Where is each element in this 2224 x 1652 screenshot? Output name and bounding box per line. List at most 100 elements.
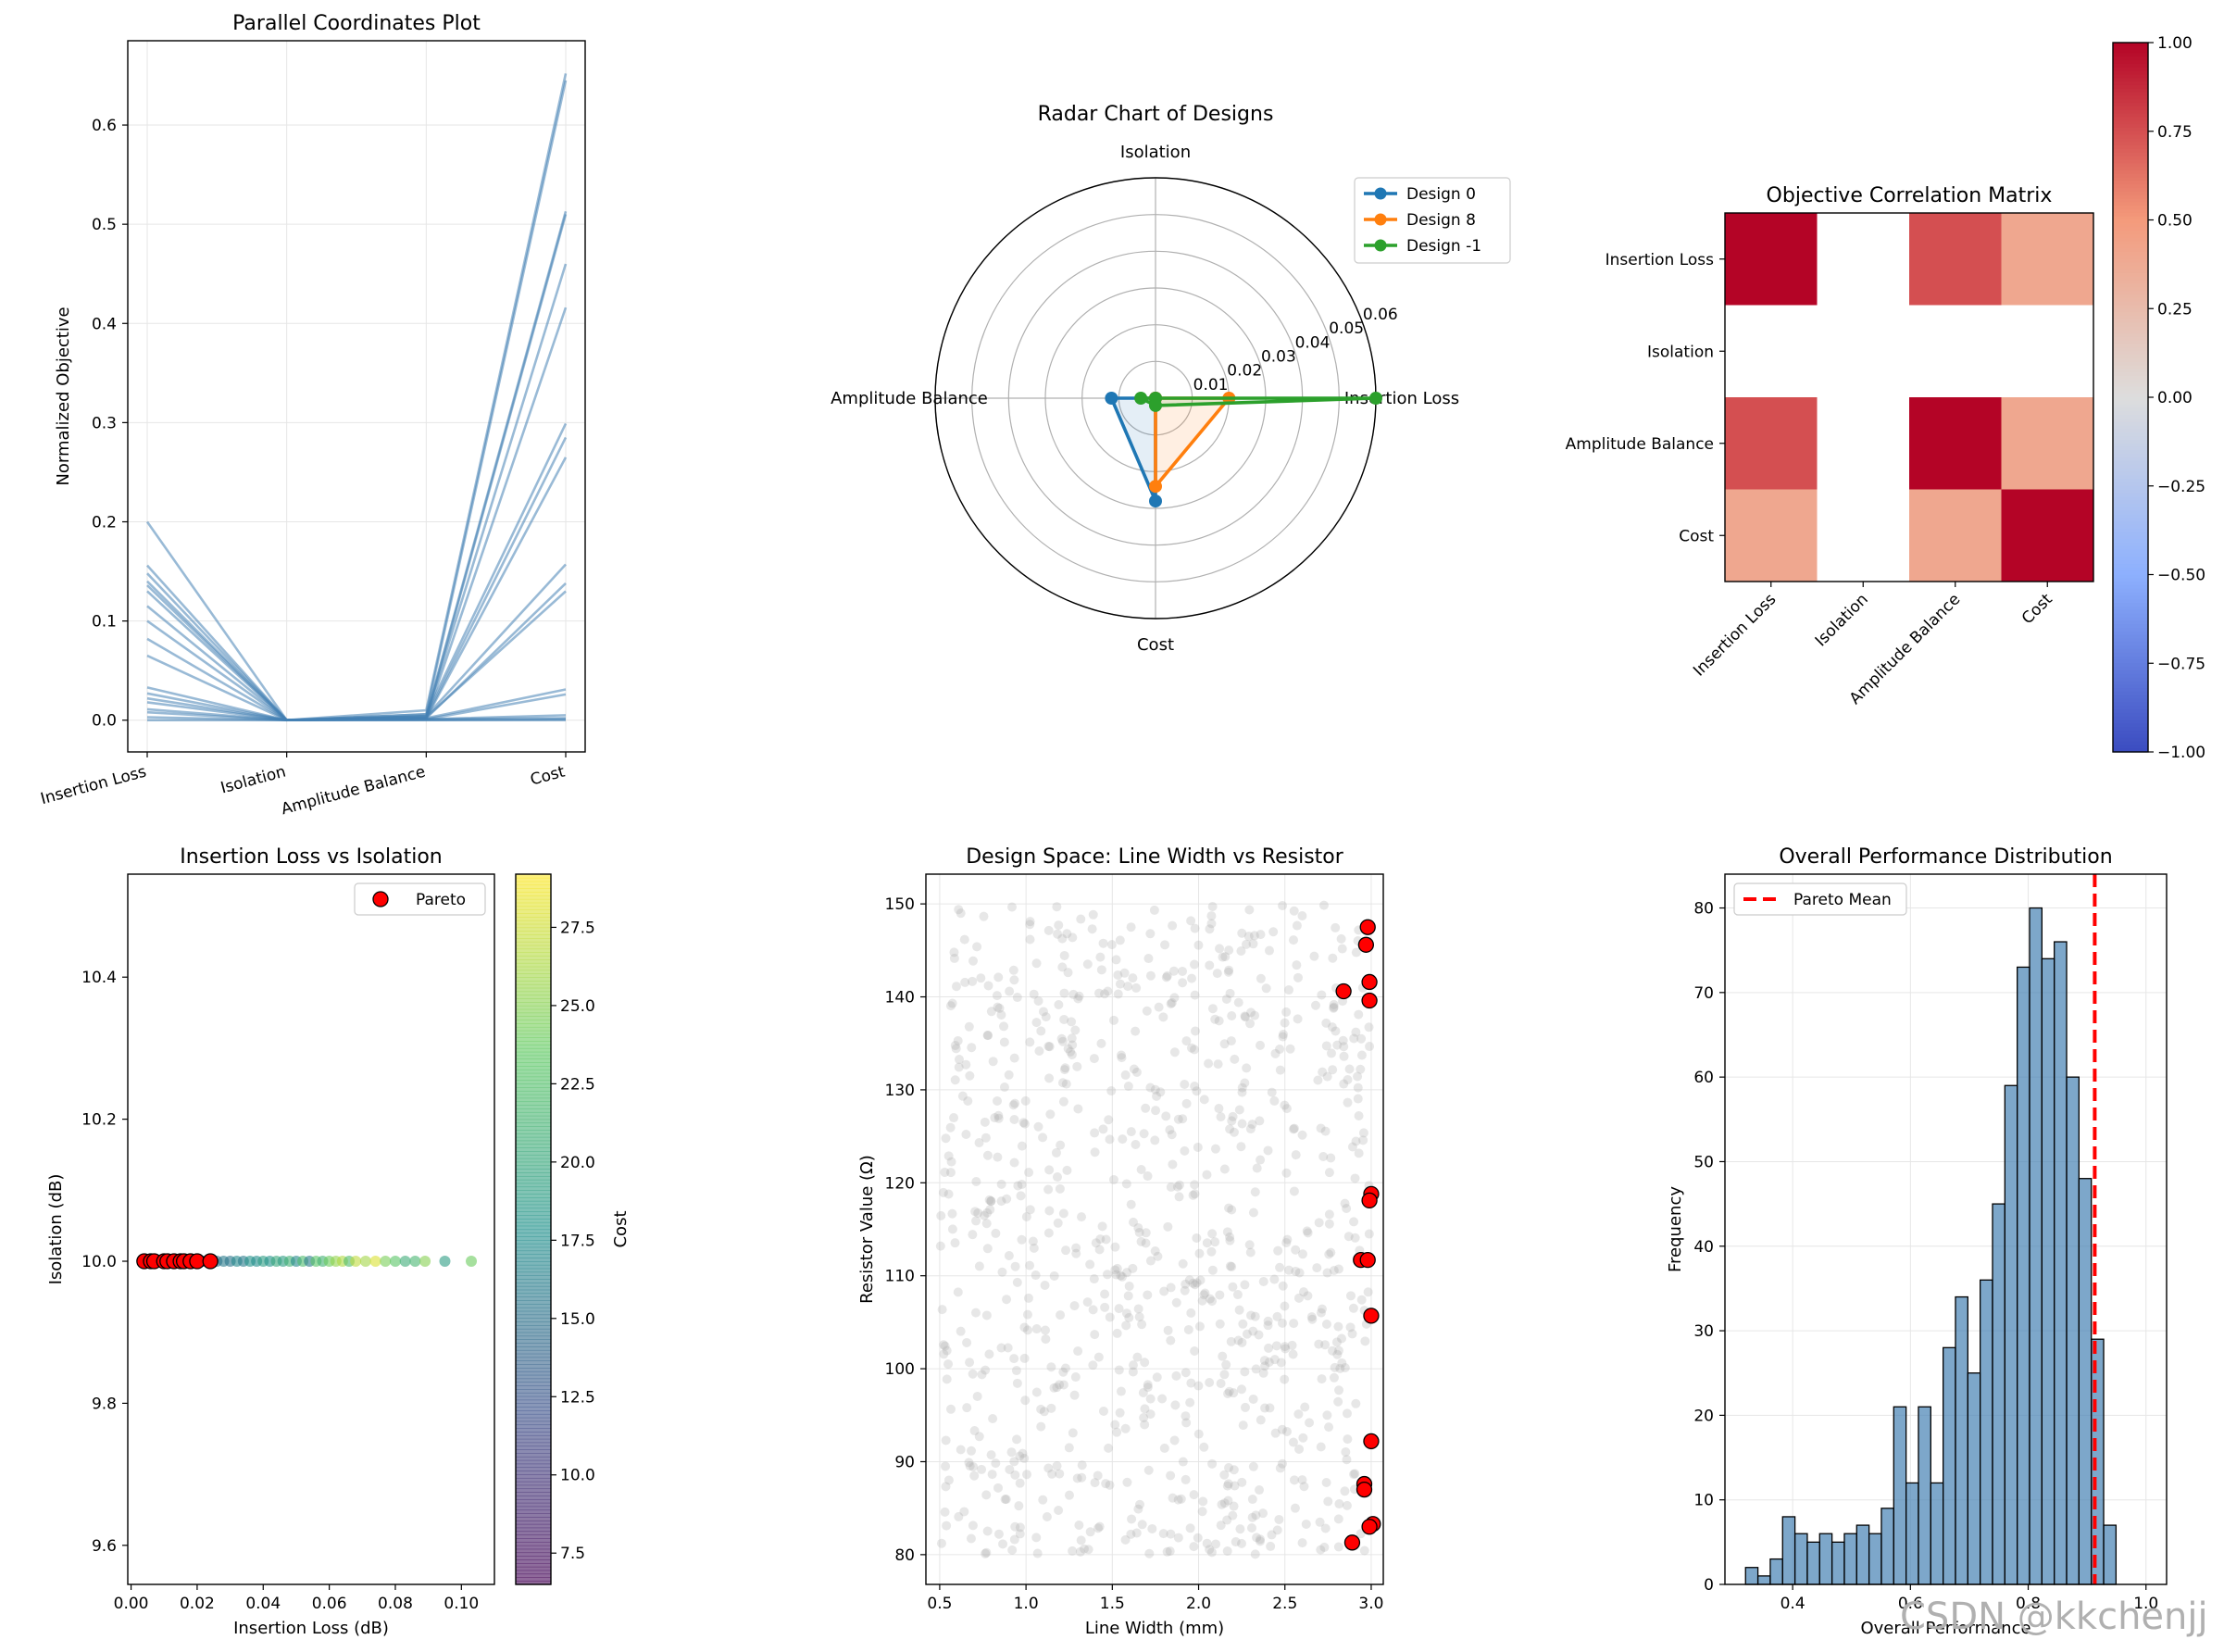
il-colorbar-slice	[516, 1194, 551, 1198]
corr-cell	[1909, 489, 2002, 582]
ds-background-point	[1324, 1422, 1334, 1433]
il-colorbar-slice	[516, 941, 551, 946]
ds-background-point	[1281, 1007, 1292, 1017]
ds-background-point	[941, 1435, 951, 1446]
ds-background-point	[1100, 989, 1110, 999]
parallel-ytick-label: 0.4	[92, 315, 117, 333]
ds-background-point	[1169, 1435, 1180, 1446]
ds-background-point	[1337, 944, 1347, 954]
il-colorbar-slice	[516, 1446, 551, 1450]
ds-background-point	[1052, 1383, 1062, 1393]
ds-background-point	[1200, 1288, 1210, 1298]
ds-background-point	[966, 1533, 976, 1544]
corr-colorbar-slice	[2113, 595, 2148, 600]
il-colorbar-slice	[516, 913, 551, 918]
corr-colorbar-slice	[2113, 479, 2148, 483]
ds-background-point	[1059, 1065, 1069, 1075]
corr-colorbar-slice	[2113, 169, 2148, 175]
ds-background-point	[1333, 1264, 1343, 1274]
ds-background-point	[1150, 1246, 1160, 1257]
ds-background-point	[1260, 1361, 1270, 1371]
parallel-line	[145, 73, 568, 722]
ds-background-point	[950, 1238, 960, 1248]
ds-background-point	[1041, 1012, 1051, 1022]
il-colorbar-slice	[516, 1161, 551, 1167]
corr-cbar-label: 0.50	[2157, 212, 2193, 231]
ds-background-point	[1083, 1545, 1093, 1555]
ds-background-point	[1317, 1304, 1327, 1314]
corr-colorbar-slice	[2113, 545, 2148, 551]
il-colorbar-slice	[516, 1392, 551, 1397]
ds-background-point	[1293, 1014, 1303, 1024]
radar-rtick-label: 0.05	[1329, 319, 1364, 338]
ds-background-point	[1339, 1042, 1349, 1052]
ds-background-point	[1025, 1260, 1035, 1270]
ds-background-point	[1079, 1544, 1089, 1554]
il-colorbar-slice	[516, 920, 551, 925]
ds-background-point	[1240, 1078, 1250, 1088]
ds-background-point	[942, 1345, 952, 1356]
il-colorbar-slice	[516, 1264, 551, 1270]
il-pareto-point	[189, 1253, 206, 1270]
hist-bar	[1943, 1346, 1956, 1585]
ds-background-point	[999, 1083, 1009, 1093]
ds-background-point	[1333, 1345, 1343, 1356]
corr-cbar-label: −0.25	[2157, 478, 2205, 496]
ds-background-point	[1072, 1473, 1082, 1483]
il-colorbar-slice	[516, 1285, 551, 1291]
ds-background-point	[1224, 945, 1234, 956]
corr-colorbar-slice	[2113, 365, 2148, 369]
ds-background-point	[1202, 1538, 1212, 1548]
ds-background-point	[993, 1483, 1003, 1493]
ds-background-point	[1303, 1228, 1313, 1238]
ds-background-point	[1178, 978, 1188, 988]
ds-background-point	[1329, 999, 1339, 1009]
corr-colorbar-slice	[2113, 244, 2148, 249]
hist-bar	[1830, 1541, 1845, 1585]
ds-background-point	[1181, 1418, 1192, 1428]
radar-legend-label: Design 0	[1406, 185, 1476, 204]
ds-background-point	[1105, 1480, 1115, 1490]
il-xtick-label: 0.06	[312, 1595, 347, 1613]
radar-legend-marker	[1374, 239, 1387, 252]
ds-background-point	[970, 1207, 981, 1217]
ds-background-point	[1322, 1071, 1332, 1082]
ds-background-point	[1121, 1179, 1131, 1189]
ds-background-point	[1043, 1463, 1054, 1473]
parallel-ytick-label: 0.6	[92, 117, 117, 135]
hist-bar	[1793, 1533, 1808, 1585]
ds-background-point	[1282, 1234, 1293, 1245]
ds-background-point	[1281, 1104, 1292, 1114]
ds-background-point	[1119, 968, 1130, 978]
il-colorbar-slice	[516, 1066, 551, 1070]
corr-cell	[1817, 213, 1910, 306]
ds-background-point	[1157, 1394, 1168, 1404]
corr-colorbar-slice	[2113, 78, 2148, 82]
ds-background-point	[1215, 944, 1225, 954]
radar-axis-label: Cost	[1137, 635, 1174, 655]
corr-colorbar-slice	[2113, 652, 2148, 657]
ds-background-point	[1214, 1016, 1224, 1026]
ds-background-point	[981, 1133, 991, 1143]
ds-background-point	[949, 947, 959, 957]
ds-background-point	[974, 1138, 984, 1148]
ds-background-point	[1165, 1125, 1175, 1135]
ds-background-point	[1100, 1289, 1110, 1299]
ds-background-point	[1054, 1506, 1064, 1516]
il-colorbar-slice	[516, 1570, 551, 1575]
ds-background-point	[1256, 1155, 1266, 1165]
radar-axis-label: Isolation	[1120, 143, 1191, 162]
ds-background-point	[1056, 1310, 1066, 1320]
corr-colorbar-slice	[2113, 716, 2148, 721]
ds-background-point	[1245, 1019, 1256, 1029]
ds-background-point	[1036, 1404, 1046, 1414]
ds-background-point	[1056, 1140, 1066, 1150]
corr-colorbar-slice	[2113, 251, 2148, 257]
ds-xtick-label: 2.0	[1186, 1595, 1211, 1613]
ds-background-point	[956, 1326, 966, 1336]
ds-background-point	[1115, 935, 1125, 945]
ds-background-point	[1181, 1098, 1192, 1108]
corr-cell	[1725, 489, 1818, 582]
ds-background-point	[986, 1196, 996, 1207]
hist-ytick-label: 30	[1693, 1322, 1714, 1341]
